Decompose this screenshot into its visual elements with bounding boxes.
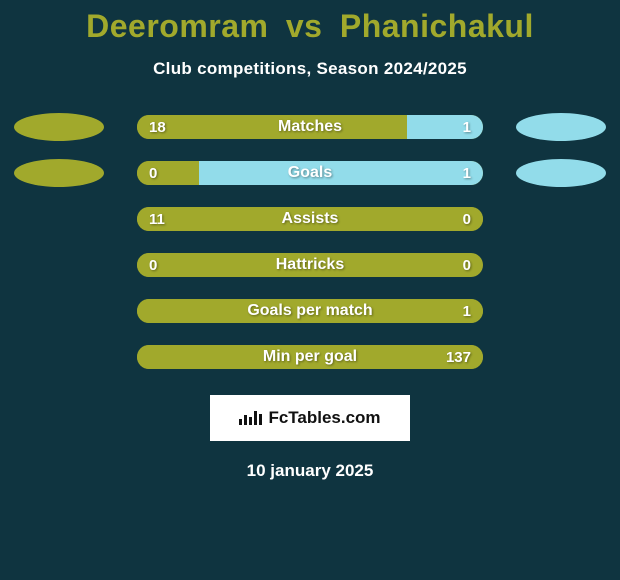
stat-bar: 00Hattricks	[137, 253, 483, 277]
stat-row: 181Matches	[0, 115, 620, 139]
player-right-ellipse	[516, 159, 606, 187]
stat-row: 00Hattricks	[0, 253, 620, 277]
stat-bar: 181Matches	[137, 115, 483, 139]
source-logo: FcTables.com	[210, 395, 410, 441]
player-right-name: Phanichakul	[340, 8, 534, 44]
player-right-ellipse	[516, 113, 606, 141]
stat-row: 110Assists	[0, 207, 620, 231]
stat-bar: 110Assists	[137, 207, 483, 231]
player-left-name: Deeromram	[86, 8, 268, 44]
stat-row: 1Goals per match	[0, 299, 620, 323]
date-label: 10 january 2025	[0, 461, 620, 481]
stat-label: Assists	[137, 207, 483, 231]
stat-rows: 181Matches 01Goals 110Assists 00Hattricks 1G…	[0, 115, 620, 369]
stat-label: Matches	[137, 115, 483, 139]
comparison-card: Deeromram vs Phanichakul Club competitio…	[0, 0, 620, 580]
player-left-ellipse	[14, 113, 104, 141]
subtitle: Club competitions, Season 2024/2025	[0, 59, 620, 79]
page-title: Deeromram vs Phanichakul	[0, 0, 620, 45]
stat-bar: 137Min per goal	[137, 345, 483, 369]
stat-label: Min per goal	[137, 345, 483, 369]
stat-bar: 01Goals	[137, 161, 483, 185]
stat-label: Hattricks	[137, 253, 483, 277]
stat-label: Goals	[137, 161, 483, 185]
stat-row: 01Goals	[0, 161, 620, 185]
logo-text: FcTables.com	[268, 408, 380, 428]
stat-row: 137Min per goal	[0, 345, 620, 369]
logo-bars-icon	[239, 411, 262, 425]
title-separator: vs	[286, 8, 323, 44]
stat-label: Goals per match	[137, 299, 483, 323]
player-left-ellipse	[14, 159, 104, 187]
stat-bar: 1Goals per match	[137, 299, 483, 323]
